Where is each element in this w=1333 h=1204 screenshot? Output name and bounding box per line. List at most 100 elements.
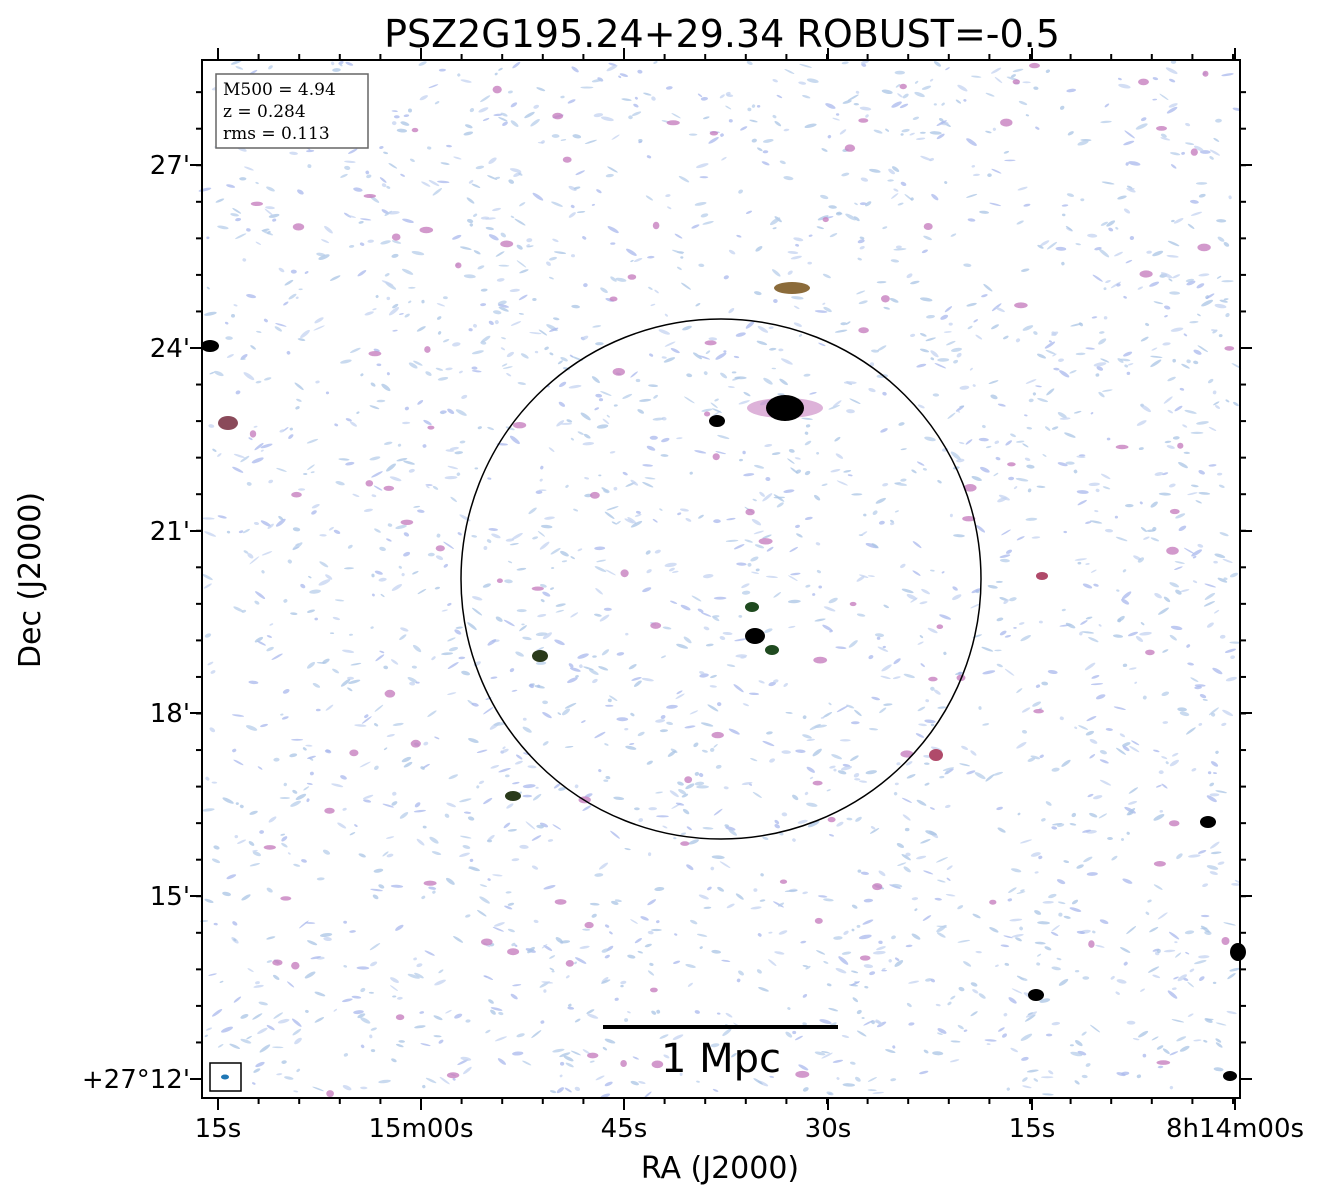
noise-speck [906, 1002, 912, 1008]
noise-speck [560, 95, 565, 99]
faint-source [989, 899, 997, 905]
noise-speck [349, 347, 361, 354]
noise-speck [1092, 930, 1096, 934]
noise-speck [380, 240, 391, 245]
noise-speck [1172, 358, 1176, 363]
noise-speck [937, 706, 947, 709]
noise-speck [571, 254, 575, 258]
noise-speck [497, 300, 507, 306]
noise-speck [281, 836, 288, 842]
noise-speck [567, 677, 578, 684]
noise-speck [1166, 254, 1179, 258]
noise-speck [598, 474, 602, 477]
noise-speck [1189, 199, 1199, 204]
noise-speck [1063, 860, 1070, 864]
noise-speck [1077, 561, 1082, 565]
noise-speck [700, 612, 712, 617]
noise-speck [1101, 181, 1115, 185]
noise-speck [1115, 991, 1120, 995]
noise-speck [804, 516, 813, 521]
noise-speck [493, 922, 505, 927]
noise-speck [923, 1049, 929, 1054]
noise-speck [1175, 952, 1182, 958]
noise-speck [908, 1022, 915, 1026]
noise-speck [505, 538, 515, 542]
noise-speck [453, 156, 462, 160]
noise-speck [288, 293, 297, 300]
faint-source [609, 296, 618, 302]
noise-speck [893, 248, 907, 251]
noise-speck [912, 570, 921, 576]
faint-source [291, 491, 302, 498]
noise-speck [1089, 520, 1103, 524]
noise-speck [1158, 607, 1169, 615]
noise-speck [1038, 620, 1043, 624]
noise-speck [1169, 1085, 1174, 1090]
noise-speck [311, 510, 317, 515]
noise-speck [869, 362, 875, 367]
noise-speck [426, 485, 430, 489]
faint-source [291, 961, 300, 970]
noise-speck [432, 188, 443, 196]
noise-speck [911, 933, 921, 940]
noise-speck [1105, 279, 1111, 284]
noise-speck [934, 363, 947, 369]
noise-speck [972, 384, 976, 387]
noise-speck [573, 186, 581, 190]
noise-speck [1005, 440, 1013, 446]
faint-source [712, 453, 720, 461]
noise-speck [1203, 1040, 1208, 1043]
noise-speck [413, 809, 426, 813]
noise-speck [559, 1052, 571, 1058]
noise-speck [815, 542, 821, 546]
noise-speck [254, 636, 264, 643]
noise-speck [609, 451, 616, 454]
noise-speck [606, 64, 618, 72]
noise-speck [781, 358, 793, 365]
noise-speck [485, 226, 494, 231]
noise-speck [549, 327, 559, 332]
noise-speck [582, 442, 595, 446]
noise-speck [858, 934, 872, 940]
noise-speck [594, 546, 606, 551]
noise-speck [539, 541, 550, 550]
noise-speck [595, 393, 603, 398]
noise-speck [447, 692, 457, 695]
noise-speck [388, 306, 400, 316]
noise-speck [257, 640, 266, 646]
noise-speck [608, 695, 618, 702]
noise-speck [494, 320, 499, 325]
noise-speck [1116, 747, 1126, 755]
noise-speck [506, 351, 515, 358]
noise-speck [969, 367, 973, 371]
noise-speck [1198, 470, 1205, 475]
faint-source [711, 731, 724, 739]
noise-speck [577, 431, 584, 435]
noise-speck [973, 319, 978, 323]
noise-speck [675, 693, 685, 700]
noise-speck [264, 377, 272, 381]
noise-speck [835, 453, 844, 459]
noise-speck [735, 893, 744, 900]
noise-speck [835, 113, 840, 116]
faint-source [368, 351, 382, 357]
noise-speck [1152, 98, 1158, 101]
noise-speck [1122, 742, 1131, 747]
faint-source [612, 368, 625, 376]
noise-speck [1171, 219, 1175, 223]
noise-speck [624, 1018, 629, 1022]
faint-source [627, 274, 637, 280]
noise-speck [213, 845, 220, 850]
noise-speck [253, 425, 258, 428]
noise-speck [322, 849, 331, 855]
noise-speck [518, 172, 523, 176]
noise-speck [982, 670, 996, 675]
noise-speck [711, 855, 725, 860]
noise-speck [217, 453, 222, 457]
noise-speck [947, 412, 956, 419]
noise-speck [781, 812, 788, 817]
noise-speck [273, 757, 280, 762]
noise-speck [1164, 305, 1171, 310]
noise-speck [213, 370, 224, 377]
noise-speck [860, 60, 870, 64]
